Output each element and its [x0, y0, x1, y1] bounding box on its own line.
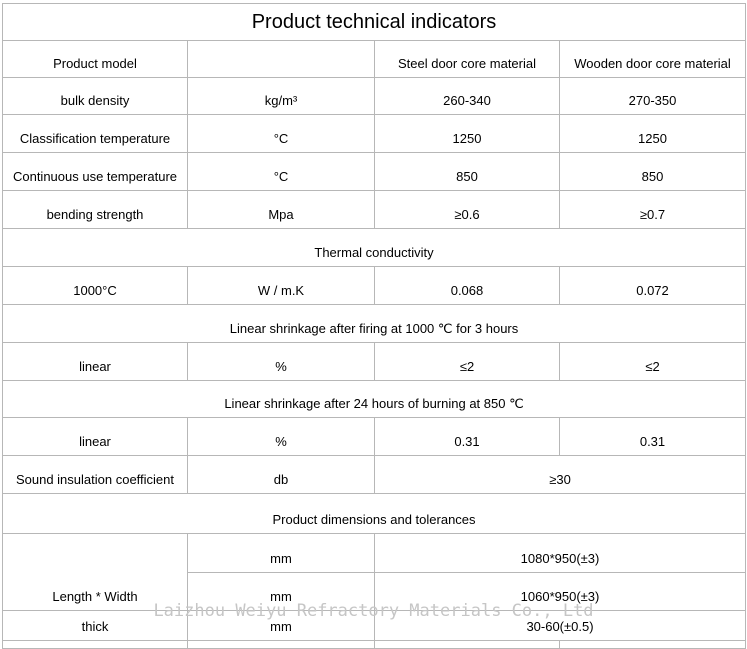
table-row-length-width-2: mm 1060*950(±3) — [3, 572, 747, 611]
cell-thermal-wooden: 0.072 — [558, 266, 747, 305]
cell-thermal-label: 1000°C — [2, 266, 188, 305]
table-row-bending-strength: bending strength Mpa ≥0.6 ≥0.7 — [2, 190, 747, 229]
table-row-burning-shrinkage: linear % 0.31 0.31 — [2, 417, 747, 456]
header-unit-empty — [187, 40, 375, 78]
section-title-dimensions: Product dimensions and tolerances — [1, 493, 747, 534]
cell-thermal-steel: 0.068 — [374, 266, 560, 305]
cell-cutoff-3 — [374, 640, 560, 649]
header-steel-door: Steel door core material — [374, 40, 560, 78]
cell-cutoff-4 — [558, 640, 747, 649]
section-row-dimensions: Product dimensions and tolerances — [1, 493, 747, 534]
cell-classification-label: Classification temperature — [2, 114, 188, 153]
cell-classification-unit: °C — [187, 114, 375, 153]
product-indicators-table: Product technical indicators Product mod… — [1, 3, 747, 649]
cell-length-width-1-unit: mm — [187, 533, 375, 573]
cell-classification-steel: 1250 — [374, 114, 560, 153]
cell-sound-label: Sound insulation coefficient — [2, 455, 188, 494]
cell-sound-unit: db — [187, 455, 375, 494]
table-row-cutoff — [2, 640, 747, 649]
cell-bulk-density-label: bulk density — [2, 77, 188, 115]
cell-thick-unit: mm — [187, 610, 375, 641]
page-title: Product technical indicators — [1, 3, 747, 41]
header-row: Product model Steel door core material W… — [2, 40, 747, 78]
section-row-firing-shrinkage: Linear shrinkage after firing at 1000 ℃ … — [1, 304, 747, 343]
cell-bending-unit: Mpa — [187, 190, 375, 229]
cell-burning-wooden: 0.31 — [558, 417, 747, 456]
cell-firing-label: linear — [2, 342, 188, 381]
cell-bulk-density-unit: kg/m³ — [187, 77, 375, 115]
section-row-thermal-conductivity: Thermal conductivity — [1, 228, 747, 267]
cell-firing-steel: ≤2 — [374, 342, 560, 381]
table-row-length-width-1: Length * Width mm 1080*950(±3) — [2, 533, 747, 611]
table-row-classification-temperature: Classification temperature °C 1250 1250 — [2, 114, 747, 153]
cell-length-width-label: Length * Width — [2, 533, 188, 611]
cell-sound-value: ≥30 — [373, 455, 747, 494]
cell-firing-wooden: ≤2 — [558, 342, 747, 381]
section-title-firing-shrinkage: Linear shrinkage after firing at 1000 ℃ … — [1, 304, 747, 343]
cell-length-width-2-unit: mm — [187, 572, 375, 611]
table-row-bulk-density: bulk density kg/m³ 260-340 270-350 — [2, 77, 747, 115]
table-row-firing-shrinkage: linear % ≤2 ≤2 — [2, 342, 747, 381]
table-row-thick: thick mm 30-60(±0.5) — [2, 610, 747, 641]
cell-continuous-label: Continuous use temperature — [2, 152, 188, 191]
cell-bending-wooden: ≥0.7 — [558, 190, 747, 229]
cell-bending-label: bending strength — [2, 190, 188, 229]
cell-burning-steel: 0.31 — [374, 417, 560, 456]
cell-thick-label: thick — [2, 610, 188, 641]
cell-cutoff-2 — [187, 640, 375, 649]
cell-continuous-wooden: 850 — [558, 152, 747, 191]
cell-bending-steel: ≥0.6 — [374, 190, 560, 229]
cell-continuous-unit: °C — [187, 152, 375, 191]
cell-burning-label: linear — [2, 417, 188, 456]
header-wooden-door: Wooden door core material — [558, 40, 747, 78]
cell-bulk-density-steel: 260-340 — [374, 77, 560, 115]
section-title-thermal-conductivity: Thermal conductivity — [1, 228, 747, 267]
cell-thick-value: 30-60(±0.5) — [373, 610, 747, 641]
cell-continuous-steel: 850 — [374, 152, 560, 191]
table-row-thermal-conductivity: 1000°C W / m.K 0.068 0.072 — [2, 266, 747, 305]
cell-burning-unit: % — [187, 417, 375, 456]
title-row: Product technical indicators — [1, 3, 747, 41]
cell-length-width-2-value: 1060*950(±3) — [373, 572, 747, 611]
cell-classification-wooden: 1250 — [558, 114, 747, 153]
header-product-model: Product model — [2, 40, 188, 78]
cell-bulk-density-wooden: 270-350 — [558, 77, 747, 115]
section-row-burning-shrinkage: Linear shrinkage after 24 hours of burni… — [1, 380, 747, 418]
cell-thermal-unit: W / m.K — [187, 266, 375, 305]
cell-firing-unit: % — [187, 342, 375, 381]
cell-cutoff-1 — [2, 640, 188, 649]
section-title-burning-shrinkage: Linear shrinkage after 24 hours of burni… — [1, 380, 747, 418]
table-row-sound-insulation: Sound insulation coefficient db ≥30 — [2, 455, 747, 494]
table-row-continuous-use-temperature: Continuous use temperature °C 850 850 — [2, 152, 747, 191]
cell-length-width-1-value: 1080*950(±3) — [373, 533, 747, 573]
